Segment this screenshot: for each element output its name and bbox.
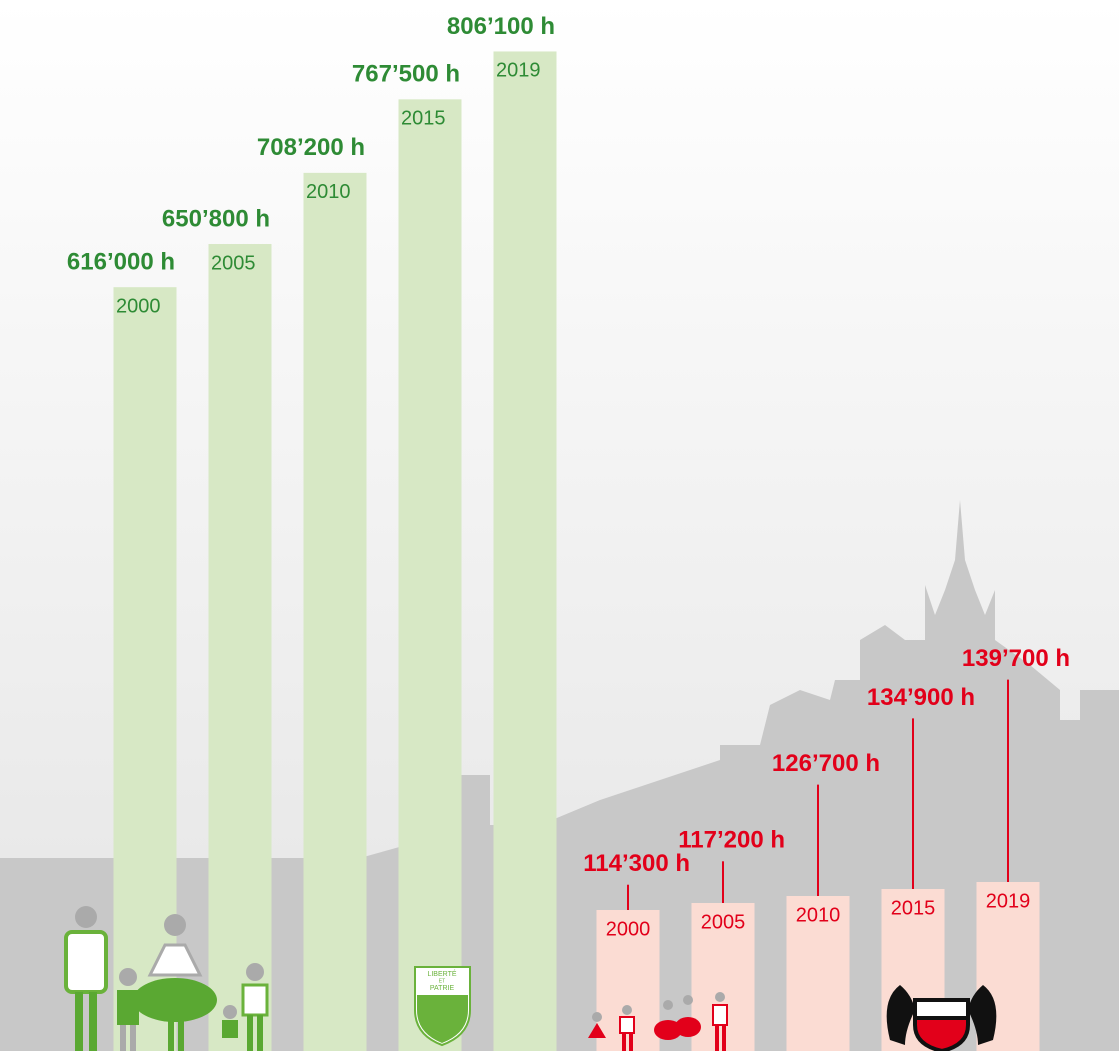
value-label: 117’200 h (678, 827, 785, 854)
value-label: 650’800 h (162, 205, 270, 232)
value-label: 134’900 h (867, 684, 975, 711)
year-label: 2000 (116, 295, 161, 317)
year-label: 2010 (306, 181, 351, 203)
bar (209, 244, 272, 1051)
value-label: 139’700 h (962, 645, 1070, 672)
year-label: 2015 (891, 897, 936, 919)
year-label: 2019 (986, 890, 1031, 912)
bar (494, 51, 557, 1051)
year-label: 2005 (701, 911, 746, 933)
bar (114, 287, 177, 1051)
year-label: 2019 (496, 60, 541, 82)
year-label: 2005 (211, 252, 256, 274)
value-label: 126’700 h (772, 750, 880, 777)
year-label: 2010 (796, 904, 841, 926)
value-label: 114’300 h (583, 850, 690, 877)
crest-text: ET (439, 978, 445, 984)
bar (304, 173, 367, 1051)
crest-text: PATRIE (430, 985, 455, 992)
year-label: 2000 (606, 918, 651, 940)
infographic: LIBERTÉ ET PATRIE 2000 616’000 h 2005 650’8… (0, 0, 1119, 1051)
year-label: 2015 (401, 108, 446, 130)
value-label: 767’500 h (352, 61, 460, 88)
bar (399, 99, 462, 1051)
value-label: 708’200 h (257, 134, 365, 161)
crest-text: LIBERTÉ (427, 969, 456, 978)
value-label: 616’000 h (67, 249, 175, 276)
value-label: 806’100 h (447, 13, 555, 40)
vaud-crest: LIBERTÉ ET PATRIE (415, 967, 470, 1045)
